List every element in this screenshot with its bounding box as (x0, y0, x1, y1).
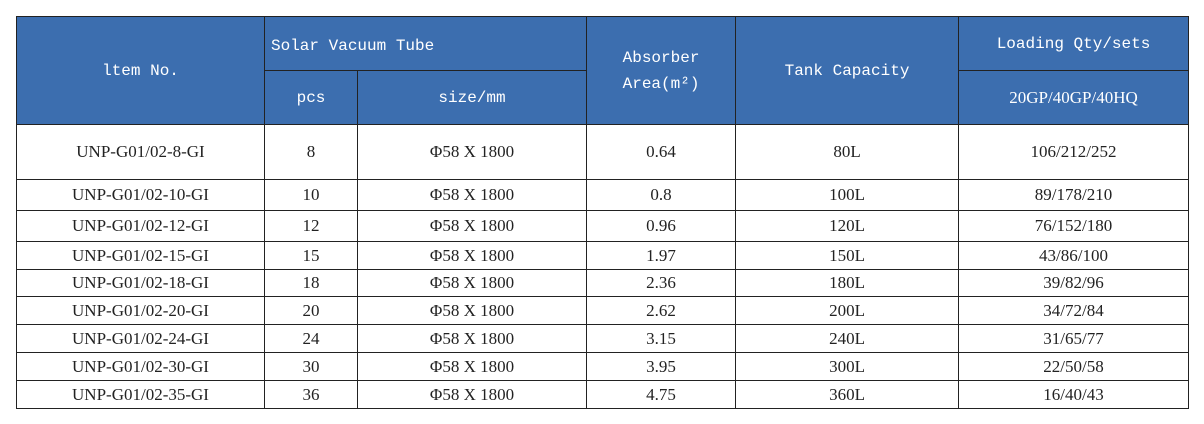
table-cell: 10 (264, 179, 358, 211)
table-cell: UNP-G01/02-18-GI (16, 269, 265, 297)
spec-table: ltem No. Solar Vacuum Tube Absorber Area… (16, 16, 1190, 409)
header-row: ltem No. Solar Vacuum Tube Absorber Area… (16, 16, 1190, 125)
table-cell: 24 (264, 324, 358, 353)
header-cell: ltem No. (16, 16, 265, 125)
table-cell: Φ58 X 1800 (356, 380, 588, 409)
table-header: ltem No. Solar Vacuum Tube Absorber Area… (16, 16, 1190, 125)
table-row: UNP-G01/02-12-GI 12 Φ58 X 1800 0.96 120L 76/1… (16, 210, 1190, 242)
table-row: UNP-G01/02-8-GI 8 Φ58 X 1800 0.64 80L 106/212… (16, 124, 1190, 180)
table-cell: 4.75 (586, 380, 737, 409)
table-cell: UNP-G01/02-10-GI (16, 179, 265, 211)
table-cell: 200L (735, 296, 960, 325)
table-cell: 22/50/58 (958, 352, 1190, 381)
table-cell: Φ58 X 1800 (356, 241, 588, 270)
table-cell: Φ58 X 1800 (356, 179, 588, 211)
table-cell: 12 (264, 210, 358, 242)
table-cell: 1.97 (586, 241, 737, 270)
header-cell: size/mm (356, 70, 588, 125)
header-cell: pcs (264, 70, 358, 125)
table-cell: 30 (264, 352, 358, 381)
header-cell: Loading Qty/sets (958, 16, 1190, 71)
table-row: UNP-G01/02-35-GI 36 Φ58 X 1800 4.75 360L 16/4… (16, 380, 1190, 409)
table-cell: Φ58 X 1800 (356, 269, 588, 297)
table-cell: 2.62 (586, 296, 737, 325)
table-row: UNP-G01/02-30-GI 30 Φ58 X 1800 3.95 300L 22/5… (16, 352, 1190, 381)
table-row: UNP-G01/02-10-GI 10 Φ58 X 1800 0.8 100L 89/17… (16, 179, 1190, 211)
header-cell: Tank Capacity (735, 16, 960, 125)
table-cell: 15 (264, 241, 358, 270)
table-cell: 3.15 (586, 324, 737, 353)
table-cell: UNP-G01/02-8-GI (16, 124, 265, 180)
table-cell: UNP-G01/02-15-GI (16, 241, 265, 270)
table-row: UNP-G01/02-24-GI 24 Φ58 X 1800 3.15 240L 31/6… (16, 324, 1190, 353)
table-cell: 180L (735, 269, 960, 297)
table-cell: 120L (735, 210, 960, 242)
table-cell: UNP-G01/02-20-GI (16, 296, 265, 325)
table-cell: 18 (264, 269, 358, 297)
table-cell: 0.64 (586, 124, 737, 180)
table-cell: UNP-G01/02-12-GI (16, 210, 265, 242)
table-cell: UNP-G01/02-35-GI (16, 380, 265, 409)
table-cell: 3.95 (586, 352, 737, 381)
table-row: UNP-G01/02-20-GI 20 Φ58 X 1800 2.62 200L 34/7… (16, 296, 1190, 325)
table-cell: UNP-G01/02-30-GI (16, 352, 265, 381)
table-cell: 106/212/252 (958, 124, 1190, 180)
table-cell: 39/82/96 (958, 269, 1190, 297)
table-cell: 240L (735, 324, 960, 353)
table-cell: 0.96 (586, 210, 737, 242)
table-body: UNP-G01/02-8-GI 8 Φ58 X 1800 0.64 80L 106/212… (16, 124, 1190, 409)
table-cell: 80L (735, 124, 960, 180)
table-cell: 36 (264, 380, 358, 409)
table-cell: 76/152/180 (958, 210, 1190, 242)
table-cell: 16/40/43 (958, 380, 1190, 409)
table-row: UNP-G01/02-18-GI 18 Φ58 X 1800 2.36 180L 39/8… (16, 269, 1190, 297)
table-cell: Φ58 X 1800 (356, 124, 588, 180)
table-row: UNP-G01/02-15-GI 15 Φ58 X 1800 1.97 150L 43/8… (16, 241, 1190, 270)
table-cell: Φ58 X 1800 (356, 210, 588, 242)
table-cell: Φ58 X 1800 (356, 352, 588, 381)
table-cell: Φ58 X 1800 (356, 324, 588, 353)
table-cell: Φ58 X 1800 (356, 296, 588, 325)
header-row: pcs size/mm 20GP/40GP/40HQ (17, 70, 1190, 125)
header-cell: Absorber Area(m²) (586, 16, 737, 125)
table-cell: 31/65/77 (958, 324, 1190, 353)
table-cell: 100L (735, 179, 960, 211)
header-cell: 20GP/40GP/40HQ (958, 70, 1190, 125)
table-cell: 150L (735, 241, 960, 270)
table-cell: 8 (264, 124, 358, 180)
table-cell: 300L (735, 352, 960, 381)
table-cell: 360L (735, 380, 960, 409)
table-cell: 43/86/100 (958, 241, 1190, 270)
table-cell: 89/178/210 (958, 179, 1190, 211)
table-cell: UNP-G01/02-24-GI (16, 324, 265, 353)
table-cell: 0.8 (586, 179, 737, 211)
table-cell: 2.36 (586, 269, 737, 297)
table-cell: 20 (264, 296, 358, 325)
table-cell: 34/72/84 (958, 296, 1190, 325)
header-cell: Solar Vacuum Tube (263, 16, 588, 71)
